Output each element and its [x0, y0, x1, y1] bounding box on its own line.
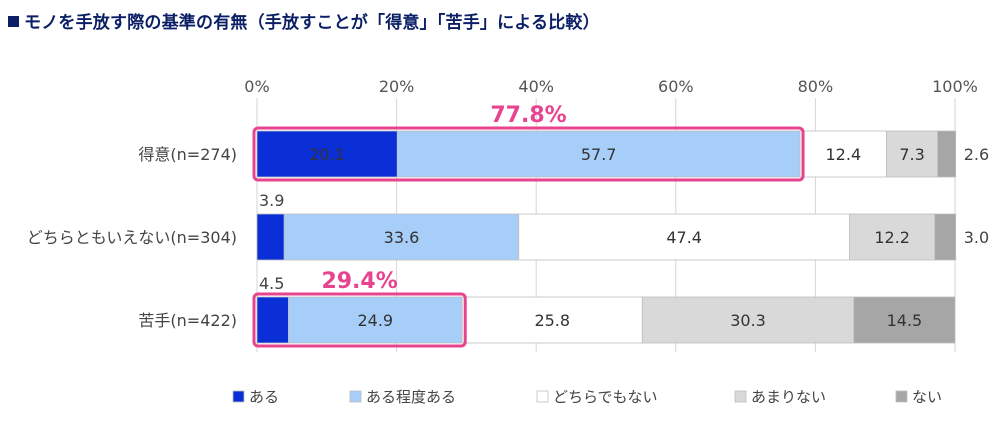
data-label: 14.5	[887, 311, 923, 330]
bar-segment	[937, 130, 957, 178]
x-tick-label: 40%	[518, 77, 554, 96]
data-label: 3.0	[964, 228, 989, 247]
data-label: 4.5	[259, 274, 284, 293]
highlight-label: 29.4%	[321, 269, 397, 294]
legend-swatch	[734, 390, 747, 403]
bar-segment	[256, 296, 289, 344]
legend-swatch	[232, 390, 245, 403]
bar-segment	[849, 213, 936, 261]
data-label: 7.3	[899, 145, 924, 164]
bar-segment	[288, 296, 463, 344]
bar-segment	[934, 213, 957, 261]
data-label: 25.8	[534, 311, 570, 330]
x-tick-label: 60%	[658, 77, 694, 96]
bar-segment	[518, 213, 851, 261]
legend-label: どちらでもない	[553, 388, 658, 406]
bar-segment	[853, 296, 956, 344]
legend-label: ある程度ある	[366, 388, 456, 406]
x-tick-label: 80%	[798, 77, 834, 96]
data-label: 24.9	[357, 311, 393, 330]
data-label: 33.6	[384, 228, 420, 247]
legend-swatch	[349, 390, 362, 403]
category-label: 苦手(n=422)	[138, 311, 237, 330]
data-label: 20.1	[309, 145, 345, 164]
highlight-box	[252, 126, 805, 182]
data-label: 30.3	[730, 311, 766, 330]
legend-swatch	[536, 390, 549, 403]
bar-segment	[256, 130, 398, 178]
data-label: 47.4	[666, 228, 702, 247]
data-label: 12.4	[826, 145, 862, 164]
x-tick-label: 20%	[379, 77, 415, 96]
data-label: 57.7	[581, 145, 617, 164]
legend-label: ある	[249, 388, 279, 406]
chart-title-text: モノを手放す際の基準の有無（手放すことが「得意」「苦手」による比較）	[24, 13, 600, 33]
category-label: 得意(n=274)	[138, 145, 237, 164]
bar-segment	[461, 296, 643, 344]
x-tick-label: 0%	[244, 77, 269, 96]
data-label: 3.9	[259, 191, 284, 210]
data-label: 12.2	[874, 228, 910, 247]
data-label: 2.6	[964, 145, 989, 164]
chart-title: モノを手放す際の基準の有無（手放すことが「得意」「苦手」による比較）	[8, 8, 600, 33]
bar-segment	[396, 130, 801, 178]
bar-segment	[256, 213, 285, 261]
title-square-icon	[8, 16, 19, 27]
category-label: どちらともいえない(n=304)	[27, 228, 237, 247]
legend-label: ない	[912, 388, 942, 406]
highlight-label: 77.8%	[490, 103, 566, 128]
legend-label: あまりない	[751, 388, 826, 406]
highlight-box	[252, 292, 467, 348]
legend-swatch	[895, 390, 908, 403]
x-tick-label: 100%	[932, 77, 978, 96]
